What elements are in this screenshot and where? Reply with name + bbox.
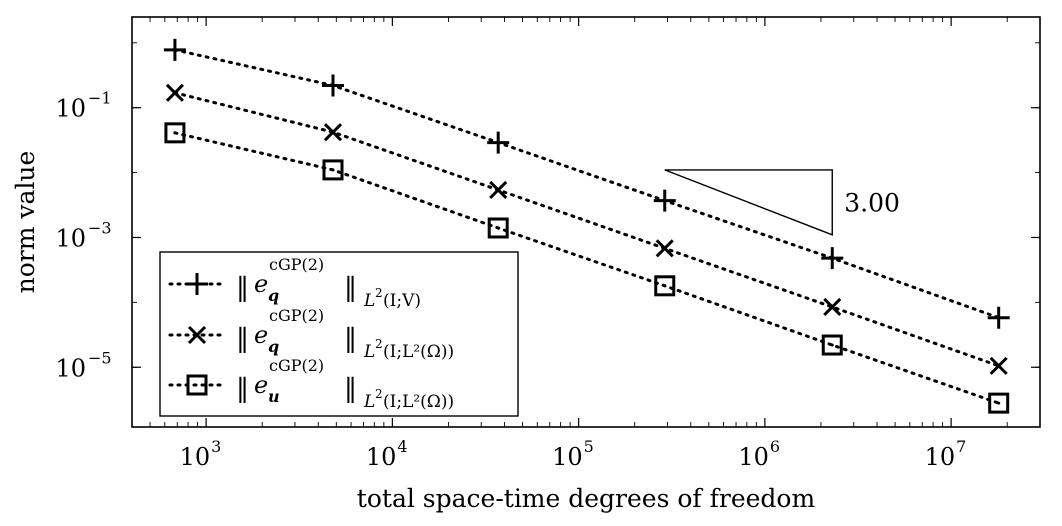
legend-cross-marker <box>187 325 207 345</box>
x-minor-ticks <box>131 17 1041 427</box>
x-tick-label-exponent: 6 <box>770 437 780 456</box>
slope-triangle: 3.00 <box>664 169 900 236</box>
series-1 <box>163 38 1010 329</box>
series-layer <box>163 38 1010 414</box>
data-point-plus <box>322 74 345 97</box>
y-tick-label-exponent: −3 <box>88 218 112 237</box>
x-tick-label-exponent: 4 <box>397 437 407 456</box>
x-major-ticks: 10 3 10 4 10 5 10 6 10 7 <box>180 17 966 471</box>
data-point-cross <box>655 239 674 258</box>
legend-norm-args-1: (I;V) <box>383 291 421 311</box>
slope-triangle-label: 3.00 <box>844 188 900 217</box>
data-point-square-dot <box>663 284 667 288</box>
legend-norm-args-2: (I;L²(Ω)) <box>383 342 454 362</box>
data-point-cross <box>489 180 508 200</box>
x-axis-label: total space-time degrees of freedom <box>357 484 816 513</box>
y-major-ticks: 10−110−310−5 <box>55 89 1040 382</box>
legend-sup-3: cGP(2) <box>269 356 324 375</box>
y-tick-label-base: 10 <box>55 224 86 252</box>
plot-frame <box>131 16 1041 428</box>
legend-sub-3: u <box>268 387 280 406</box>
x-tick-label-exponent: 5 <box>584 437 594 456</box>
legend-box <box>159 251 519 417</box>
data-point-square-dot <box>997 401 1001 405</box>
legend-norm-open-2: ‖ <box>236 324 249 354</box>
legend-norm-l-3: L <box>363 392 375 412</box>
legend-norm-close-3: ‖ <box>344 374 357 404</box>
data-point-plus <box>163 38 186 61</box>
legend-sup-2: cGP(2) <box>269 306 324 325</box>
legend-sup-1: cGP(2) <box>269 255 324 274</box>
data-point-cross <box>165 83 184 102</box>
legend-norm-close-2: ‖ <box>344 324 357 354</box>
data-point-square-dot <box>173 131 177 135</box>
legend-entry-2: ‖ e cGP(2) q ‖ L 2 (I;L²(Ω)) <box>168 306 454 362</box>
legend-entry-3: ‖ e cGP(2) u ‖ L 2 (I;L²(Ω)) <box>168 356 454 412</box>
legend-sub-1: q <box>268 286 279 305</box>
y-tick-label-base: 10 <box>55 354 86 382</box>
data-point-cross <box>323 123 343 142</box>
legend-sub-2: q <box>268 337 279 356</box>
data-point-plus <box>821 247 844 270</box>
series-3 <box>164 122 1010 414</box>
y-tick-label-base: 10 <box>55 95 86 123</box>
data-point-cross <box>823 297 842 317</box>
legend-norm-open-3: ‖ <box>236 374 249 404</box>
x-tick-label-base: 10 <box>180 443 211 471</box>
legend-norm-l-1: L <box>363 291 375 311</box>
legend-e-1: e <box>254 270 268 298</box>
data-point-square <box>164 122 186 144</box>
legend-entry-1: ‖ e cGP(2) q ‖ L 2 (I;V) <box>168 255 421 311</box>
data-point-cross <box>989 356 1008 375</box>
legend-norm-l-2: L <box>363 342 375 362</box>
x-tick-label-base: 10 <box>925 443 956 471</box>
legend-e-3: e <box>254 371 268 399</box>
slope-triangle-shape <box>664 169 833 236</box>
legend-e-2: e <box>254 321 268 349</box>
series-line-2 <box>173 91 1001 368</box>
data-point-square <box>654 275 676 297</box>
x-tick-label-base: 10 <box>366 443 397 471</box>
y-tick-label-exponent: −1 <box>88 89 112 108</box>
data-point-plus <box>487 131 510 154</box>
legend-plus-marker <box>186 273 208 295</box>
data-point-square-dot <box>830 343 834 347</box>
data-point-square <box>487 217 509 239</box>
legend-norm-open-1: ‖ <box>236 273 249 303</box>
legend-square-marker <box>186 374 208 396</box>
data-point-square <box>988 392 1010 414</box>
y-tick-label-exponent: −5 <box>88 348 112 367</box>
legend-norm-l-sup-1: 2 <box>375 286 383 300</box>
data-point-plus <box>653 189 676 212</box>
x-tick-label-base: 10 <box>552 443 583 471</box>
legend-norm-l-sup-3: 2 <box>375 387 383 401</box>
series-line-1 <box>173 48 1001 320</box>
y-axis-label: norm value <box>11 151 40 294</box>
legend-norm-close-1: ‖ <box>344 273 357 303</box>
x-tick-label-base: 10 <box>738 443 769 471</box>
data-point-square-dot <box>496 226 500 230</box>
data-point-square <box>821 334 843 356</box>
legend: ‖ e cGP(2) q ‖ L 2 (I;V) ‖ e cGP(2) q ‖ … <box>159 251 519 417</box>
legend-norm-l-sup-2: 2 <box>375 337 383 351</box>
data-point-square <box>322 159 344 181</box>
legend-norm-args-3: (I;L²(Ω)) <box>383 392 454 412</box>
x-tick-label-exponent: 7 <box>956 437 966 456</box>
data-point-square-dot <box>331 168 335 172</box>
series-line-3 <box>173 131 1001 405</box>
data-point-plus <box>987 306 1010 329</box>
x-tick-label-exponent: 3 <box>211 437 221 456</box>
series-2 <box>165 83 1008 375</box>
